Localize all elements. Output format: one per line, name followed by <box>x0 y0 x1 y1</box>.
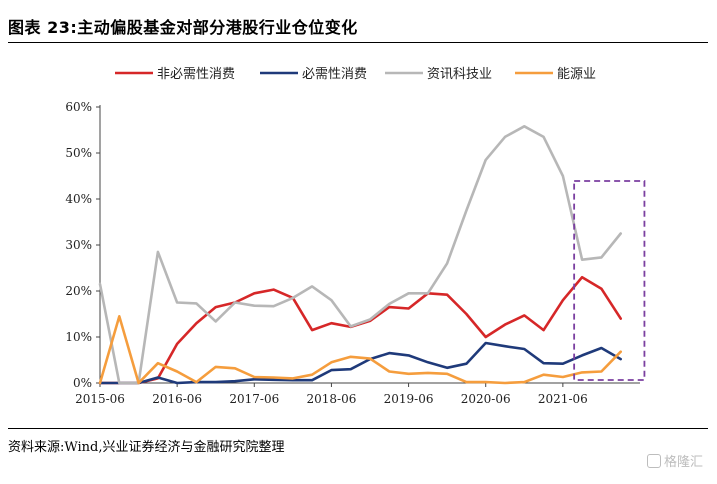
y-tick-label: 60% <box>65 100 92 114</box>
chart-annotation <box>573 180 646 381</box>
y-tick-label: 20% <box>65 284 92 298</box>
source-note: 资料来源:Wind,兴业证券经济与金融研究院整理 <box>8 440 285 455</box>
series-line <box>98 341 622 385</box>
highlight-box <box>573 180 646 381</box>
y-tick-label: 40% <box>65 192 92 206</box>
y-tick-label: 0% <box>73 376 92 390</box>
watermark-text: 格隆汇 <box>663 455 703 470</box>
legend-label: 必需性消费 <box>302 67 367 82</box>
y-tick-label: 10% <box>65 330 92 344</box>
x-tick-label: 2021-06 <box>538 392 588 406</box>
series-line <box>98 125 622 385</box>
x-tick-label: 2018-06 <box>306 392 356 406</box>
x-tick-label: 2016-06 <box>152 392 202 406</box>
chart-legend: 非必需性消费 必需性消费 资讯科技业 能源业 <box>115 67 596 82</box>
figure-title: 图表 23:主动偏股基金对部分港股行业仓位变化 <box>8 18 358 37</box>
source-rule <box>8 428 708 429</box>
legend-label: 非必需性消费 <box>157 67 235 82</box>
x-tick-label: 2019-06 <box>384 392 434 406</box>
series-line <box>98 275 622 385</box>
x-tick-label: 2015-06 <box>75 392 125 406</box>
chart-axes: 0% 10% 20% 30% 40% 50% 60% 2015-06 2016-06 2017-0… <box>65 100 640 406</box>
y-tick-label: 30% <box>65 238 92 252</box>
title-rule <box>8 42 708 43</box>
chart-series <box>98 125 622 385</box>
watermark-logo-icon <box>646 453 661 468</box>
legend-label: 能源业 <box>557 67 596 82</box>
x-tick-label: 2020-06 <box>461 392 511 406</box>
series-line <box>98 315 622 385</box>
y-tick-label: 50% <box>65 146 92 160</box>
legend-label: 资讯科技业 <box>427 67 492 82</box>
watermark: 格隆汇 <box>646 451 703 470</box>
x-tick-label: 2017-06 <box>229 392 279 406</box>
